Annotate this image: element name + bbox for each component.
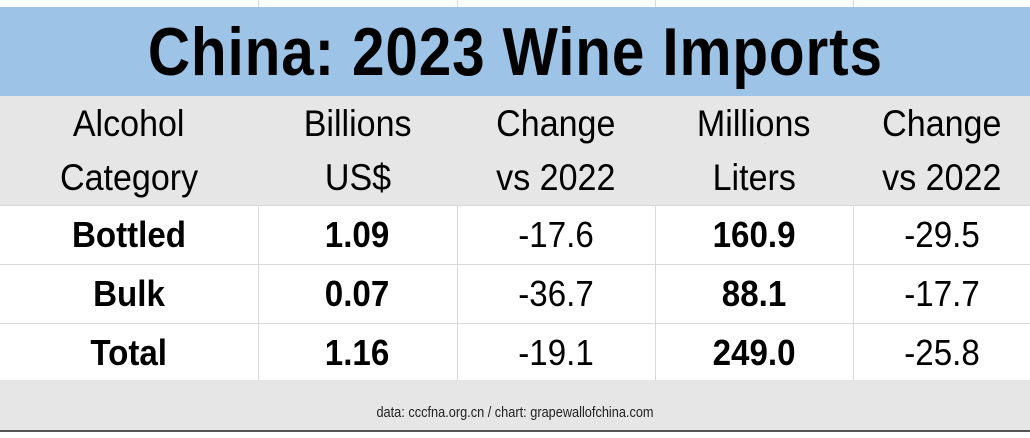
column-header: Alcohol Category bbox=[0, 96, 258, 206]
table-row: Bottled 1.09 -17.6 160.9 -29.5 bbox=[0, 205, 1030, 265]
source-footer: data: cccfna.org.cn / chart: grapewallof… bbox=[0, 380, 1030, 432]
header-row: Alcohol Category Billions US$ Change vs 202… bbox=[0, 96, 1030, 206]
column-header: Millions Liters bbox=[655, 96, 853, 206]
change-usd-cell: -36.7 bbox=[457, 264, 656, 324]
wine-imports-table: Alcohol Category Billions US$ Change vs 202… bbox=[0, 96, 1030, 382]
value-usd-cell: 0.07 bbox=[258, 264, 458, 324]
gridline bbox=[853, 0, 854, 7]
column-header: Change vs 2022 bbox=[853, 96, 1030, 206]
chart-title: China: 2023 Wine Imports bbox=[147, 13, 883, 90]
change-liters-cell: -25.8 bbox=[853, 323, 1030, 382]
source-note: data: cccfna.org.cn / chart: grapewallof… bbox=[376, 404, 654, 421]
gridline bbox=[655, 0, 656, 7]
change-usd-cell: -19.1 bbox=[457, 323, 656, 382]
category-cell: Bottled bbox=[0, 205, 259, 265]
change-liters-cell: -29.5 bbox=[853, 205, 1030, 265]
volume-liters-cell: 160.9 bbox=[655, 205, 854, 265]
gridline bbox=[258, 0, 259, 7]
column-header: Change vs 2022 bbox=[457, 96, 655, 206]
category-cell: Total bbox=[0, 323, 259, 382]
category-cell: Bulk bbox=[0, 264, 259, 324]
value-usd-cell: 1.16 bbox=[258, 323, 458, 382]
volume-liters-cell: 249.0 bbox=[655, 323, 854, 382]
change-usd-cell: -17.6 bbox=[457, 205, 656, 265]
change-liters-cell: -17.7 bbox=[853, 264, 1030, 324]
volume-liters-cell: 88.1 bbox=[655, 264, 854, 324]
gridline bbox=[457, 0, 458, 7]
value-usd-cell: 1.09 bbox=[258, 205, 458, 265]
column-header: Billions US$ bbox=[258, 96, 457, 206]
table-row: Bulk 0.07 -36.7 88.1 -17.7 bbox=[0, 264, 1030, 324]
chart-title-banner: China: 2023 Wine Imports bbox=[0, 7, 1030, 96]
table-row: Total 1.16 -19.1 249.0 -25.8 bbox=[0, 323, 1030, 382]
